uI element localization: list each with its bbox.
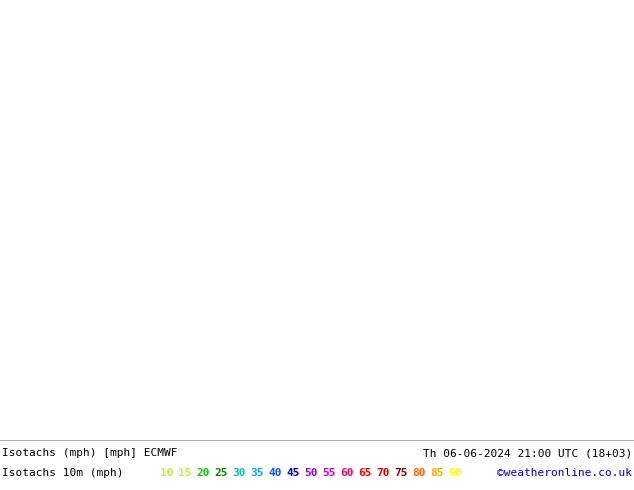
Text: 65: 65: [358, 468, 372, 478]
Text: 25: 25: [214, 468, 228, 478]
Text: 20: 20: [196, 468, 209, 478]
Text: Isotachs (mph) [mph] ECMWF: Isotachs (mph) [mph] ECMWF: [2, 448, 178, 458]
Text: 35: 35: [250, 468, 264, 478]
Text: 55: 55: [322, 468, 335, 478]
Text: 45: 45: [286, 468, 299, 478]
Text: Th 06-06-2024 21:00 UTC (18+03): Th 06-06-2024 21:00 UTC (18+03): [423, 448, 632, 458]
Text: 30: 30: [232, 468, 245, 478]
Text: 90: 90: [448, 468, 462, 478]
Text: 70: 70: [376, 468, 389, 478]
Text: 85: 85: [430, 468, 444, 478]
Text: 60: 60: [340, 468, 354, 478]
Text: 40: 40: [268, 468, 281, 478]
Text: 80: 80: [412, 468, 425, 478]
Text: Isotachs 10m (mph): Isotachs 10m (mph): [2, 468, 124, 478]
Text: 15: 15: [178, 468, 191, 478]
Text: 75: 75: [394, 468, 408, 478]
Text: 10: 10: [160, 468, 174, 478]
Text: 50: 50: [304, 468, 318, 478]
Text: ©weatheronline.co.uk: ©weatheronline.co.uk: [497, 468, 632, 478]
